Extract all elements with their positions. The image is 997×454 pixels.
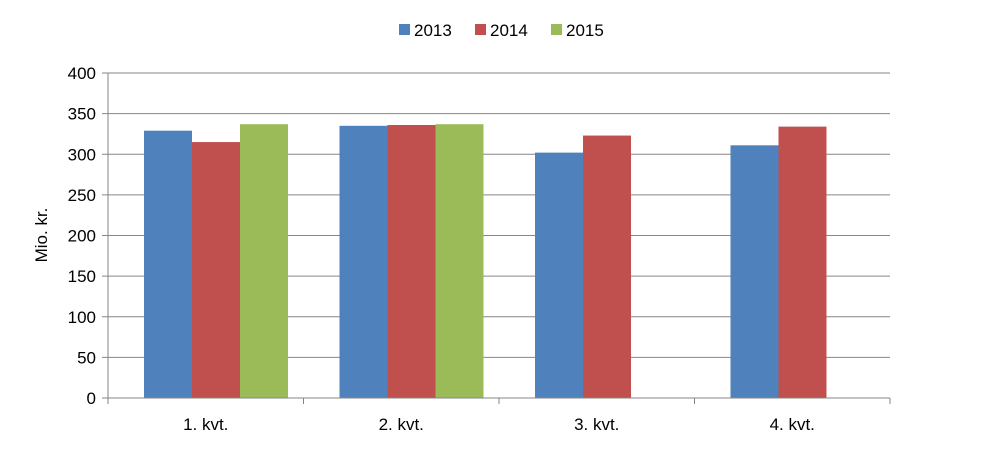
y-tick-label: 100 xyxy=(68,308,96,327)
legend-label-2014: 2014 xyxy=(490,21,528,40)
bar-2014-3 xyxy=(583,135,631,398)
x-category-label: 3. kvt. xyxy=(574,415,619,434)
y-tick-label: 300 xyxy=(68,145,96,164)
legend-swatch-2013 xyxy=(399,24,410,35)
legend: 2013 2014 2015 xyxy=(399,21,604,40)
axes: 0 50 100 150 200 250 300 350 400 1. kvt. 2. kvt. 3.… xyxy=(68,64,891,434)
bar-2013-3 xyxy=(535,152,583,398)
x-category-label: 2. kvt. xyxy=(379,415,424,434)
y-tick-label: 150 xyxy=(68,267,96,286)
bar-2015-1 xyxy=(240,124,288,398)
bar-2015-2 xyxy=(435,124,484,398)
y-tick-label: 400 xyxy=(68,64,96,83)
legend-label-2013: 2013 xyxy=(414,21,452,40)
bar-2014-4 xyxy=(778,126,827,398)
y-tick-label: 250 xyxy=(68,186,96,205)
legend-label-2015: 2015 xyxy=(566,21,604,40)
bar-2013-4 xyxy=(730,145,779,398)
bar-2013-1 xyxy=(144,130,192,398)
bars xyxy=(144,124,827,398)
bar-2014-2 xyxy=(387,125,436,398)
y-axis-title: Mio. kr. xyxy=(32,208,51,263)
y-tick-label: 0 xyxy=(87,389,96,408)
x-category-label: 1. kvt. xyxy=(183,415,228,434)
legend-swatch-2014 xyxy=(475,24,486,35)
x-category-label: 4. kvt. xyxy=(770,415,815,434)
y-tick-label: 50 xyxy=(77,348,96,367)
bar-2014-1 xyxy=(192,142,240,398)
y-tick-label: 200 xyxy=(68,227,96,246)
legend-swatch-2015 xyxy=(551,24,562,35)
bar-2013-2 xyxy=(339,125,388,398)
y-tick-label: 350 xyxy=(68,105,96,124)
